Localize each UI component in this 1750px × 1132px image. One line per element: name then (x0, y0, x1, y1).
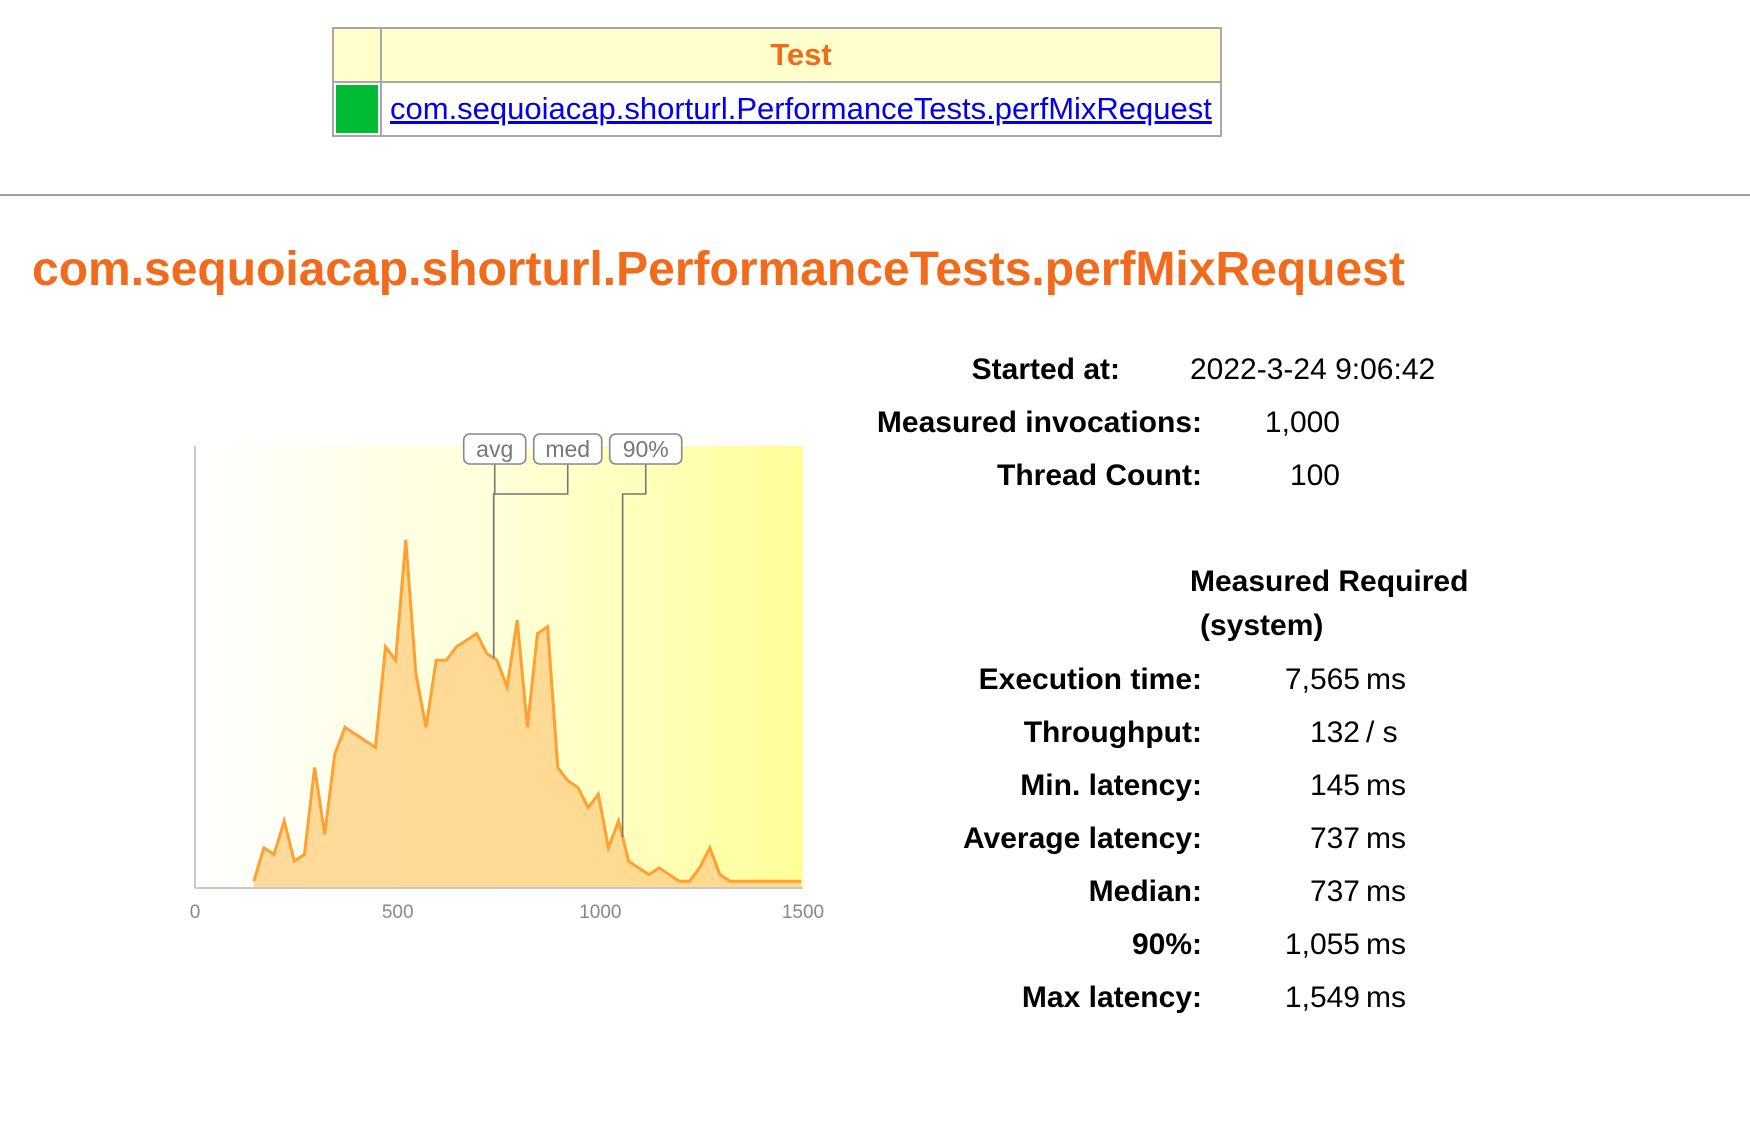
invocations-row: Measured invocations: 1,000 (820, 401, 1500, 445)
metric-unit: ms (1366, 663, 1406, 696)
test-heading: com.sequoiacap.shorturl.PerformanceTests… (32, 243, 1405, 296)
marker-connector-line (492, 464, 569, 659)
measured-required-header: Measured Required (1190, 565, 1469, 598)
invocations-value: 1,000 (1264, 406, 1340, 439)
metric-unit: ms (1366, 928, 1406, 961)
latency-series-line (252, 539, 801, 883)
started-row: Started at: 2022-3-24 9:06:42 (820, 348, 1500, 392)
results-summary-table: Test com.sequoiacap.shorturl.Performance… (332, 27, 1222, 137)
median-row: Median: 737 ms (820, 870, 1500, 914)
x-tick-label: 1000 (579, 902, 621, 920)
metric-unit: ms (1366, 981, 1406, 1014)
marker-label-box (532, 433, 603, 465)
x-tick-labels: 0 500 1000 1500 (190, 902, 824, 920)
invocations-label: Measured invocations: (876, 406, 1202, 439)
threads-value: 100 (1289, 459, 1340, 492)
metric-unit: ms (1366, 822, 1406, 855)
metric-unit: ms (1366, 769, 1406, 802)
marker-layer: avg med 90% (462, 433, 683, 838)
column-subheader-row: (system) (820, 604, 1500, 648)
latency-area-fill (253, 539, 802, 888)
section-divider (0, 194, 1750, 196)
status-cell (332, 81, 382, 137)
threads-row: Thread Count: 100 (820, 454, 1500, 498)
metric-label: Median: (1088, 875, 1202, 908)
metric-label: Throughput: (1023, 716, 1202, 749)
throughput-row: Throughput: 132 / s (820, 711, 1500, 755)
metric-label: 90%: (1131, 928, 1202, 961)
marker-label-box (462, 433, 527, 465)
metric-label: Min. latency: (1020, 769, 1202, 802)
summary-header-row: Test (332, 27, 1222, 83)
x-tick-label: 1500 (782, 902, 824, 920)
max-latency-row: Max latency: 1,549 ms (820, 976, 1500, 1020)
test-column-header: Test (380, 27, 1222, 83)
execution-time-row: Execution time: 7,565 ms (820, 658, 1500, 702)
marker-label-avg: avg (476, 436, 513, 462)
x-tick-label: 0 (190, 902, 201, 920)
started-label: Started at: (971, 353, 1120, 386)
metric-label: Max latency: (1021, 981, 1202, 1014)
metric-value: 145 (1309, 769, 1360, 802)
metric-value: 737 (1309, 875, 1360, 908)
marker-connector-line (621, 464, 647, 838)
marker-label-90pct: 90% (623, 436, 669, 462)
metric-value: 737 (1309, 822, 1360, 855)
metric-value: 132 (1309, 716, 1360, 749)
status-header-cell (332, 27, 382, 83)
started-value: 2022-3-24 9:06:42 (1190, 353, 1436, 386)
summary-test-row: com.sequoiacap.shorturl.PerformanceTests… (332, 81, 1222, 137)
latency-histogram-chart: avg med 90% 0 500 1000 1500 (190, 433, 824, 920)
x-tick-label: 500 (382, 902, 414, 920)
min-latency-row: Min. latency: 145 ms (820, 764, 1500, 808)
average-latency-row: Average latency: 737 ms (820, 817, 1500, 861)
metric-unit: ms (1366, 875, 1406, 908)
marker-label-med: med (545, 436, 590, 462)
metric-label: Average latency: (962, 822, 1202, 855)
test-link[interactable]: com.sequoiacap.shorturl.PerformanceTests… (390, 91, 1212, 126)
test-name-cell: com.sequoiacap.shorturl.PerformanceTests… (380, 81, 1222, 137)
metric-value: 7,565 (1284, 663, 1360, 696)
marker-label-box (608, 433, 683, 465)
column-header-row: Measured Required (820, 560, 1500, 604)
metric-value: 1,055 (1284, 928, 1360, 961)
metric-label: Execution time: (978, 663, 1202, 696)
metric-value: 1,549 (1284, 981, 1360, 1014)
p90-row: 90%: 1,055 ms (820, 923, 1500, 967)
pass-status-indicator (336, 85, 378, 133)
metric-unit: / s (1366, 716, 1398, 749)
system-subheader: (system) (1200, 609, 1324, 642)
threads-label: Thread Count: (997, 459, 1202, 492)
